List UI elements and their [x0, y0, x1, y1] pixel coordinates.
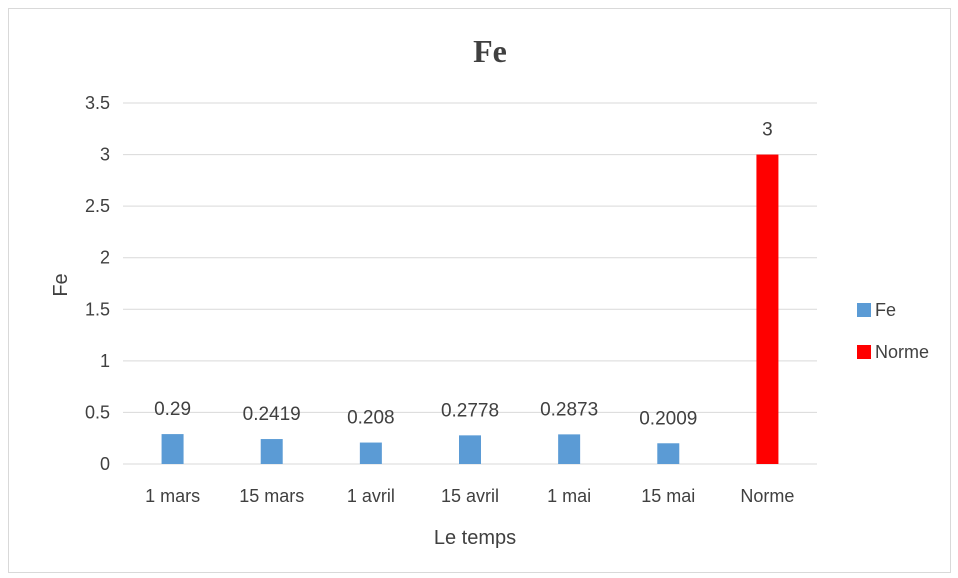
- bar-fe: [359, 442, 382, 464]
- legend: Fe Norme: [857, 300, 929, 362]
- data-label: 0.208: [347, 408, 395, 429]
- x-axis-ticks: 1 mars 15 mars 1 avril 15 avril 1 mai 15 mai N…: [145, 486, 794, 506]
- legend-label-fe: Fe: [875, 300, 896, 320]
- bar-fe: [459, 435, 481, 464]
- data-labels: 0.29 0.2419 0.208 0.2778 0.2873 0.2009 3: [154, 120, 773, 430]
- x-tick-label: 15 avril: [441, 486, 499, 506]
- y-tick-label: 1: [100, 351, 110, 371]
- chart-title: Fe: [473, 33, 507, 69]
- x-tick-label: 1 mars: [145, 486, 200, 506]
- bar-fe: [260, 439, 283, 464]
- y-tick-label: 3.5: [85, 93, 110, 113]
- y-tick-label: 0: [100, 454, 110, 474]
- x-tick-label: 15 mai: [641, 486, 695, 506]
- data-label: 0.29: [154, 399, 191, 420]
- bar-fe: [657, 443, 680, 464]
- x-tick-label: 15 mars: [239, 486, 304, 506]
- legend-swatch-fe: [857, 303, 871, 317]
- y-tick-label: 3: [100, 145, 110, 165]
- y-tick-label: 2.5: [85, 196, 110, 216]
- bar-fe: [161, 434, 184, 464]
- bar-norme: [756, 154, 779, 465]
- y-axis-label: Fe: [50, 273, 72, 296]
- y-axis-ticks: 0 0.5 1 1.5 2 2.5 3 3.5: [85, 93, 110, 474]
- bar-fe: [558, 434, 581, 464]
- x-tick-label: 1 mai: [547, 486, 591, 506]
- data-label: 0.2778: [441, 400, 499, 421]
- data-label: 0.2009: [639, 408, 697, 429]
- y-tick-label: 1.5: [85, 299, 110, 319]
- gridlines: [123, 102, 817, 465]
- data-label: 3: [762, 120, 773, 141]
- x-tick-label: Norme: [740, 486, 794, 506]
- y-tick-label: 2: [100, 248, 110, 268]
- y-tick-label: 0.5: [85, 402, 110, 422]
- chart-frame: [8, 8, 951, 573]
- bars: [161, 154, 779, 465]
- data-label: 0.2873: [540, 399, 598, 420]
- legend-swatch-norme: [857, 345, 871, 359]
- x-tick-label: 1 avril: [347, 486, 395, 506]
- data-label: 0.2419: [243, 404, 301, 425]
- legend-label-norme: Norme: [875, 342, 929, 362]
- x-axis-label: Le temps: [434, 527, 516, 549]
